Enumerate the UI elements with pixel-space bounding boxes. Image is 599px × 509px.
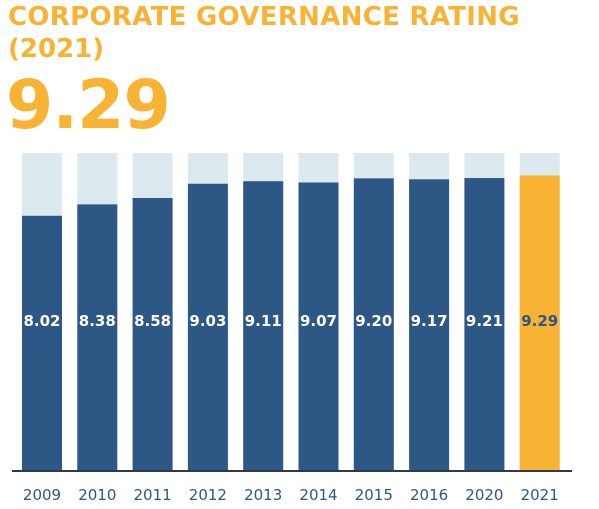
data-label-2016: 9.17 bbox=[411, 312, 448, 330]
chart-title: CORPORATE GOVERNANCE RATING bbox=[8, 2, 520, 32]
x-tick-label-2020: 2020 bbox=[465, 486, 503, 504]
data-label-2014: 9.07 bbox=[300, 312, 337, 330]
x-tick-label-2014: 2014 bbox=[299, 486, 337, 504]
data-label-2013: 9.11 bbox=[245, 312, 282, 330]
data-label-2020: 9.21 bbox=[466, 312, 503, 330]
bar-2016 bbox=[409, 179, 450, 470]
x-tick-label-2012: 2012 bbox=[189, 486, 227, 504]
headline-rating-value: 9.29 bbox=[6, 66, 171, 145]
bar-2011 bbox=[132, 198, 173, 470]
data-label-2010: 8.38 bbox=[79, 312, 116, 330]
bar-2020 bbox=[464, 178, 505, 470]
data-label-2009: 8.02 bbox=[23, 312, 60, 330]
bar-2010 bbox=[77, 204, 118, 470]
data-label-2011: 8.58 bbox=[134, 312, 171, 330]
x-tick-label-2016: 2016 bbox=[410, 486, 448, 504]
bar-2009 bbox=[22, 215, 62, 470]
x-tick-label-2013: 2013 bbox=[244, 486, 282, 504]
chart-subtitle-year: (2021) bbox=[8, 34, 105, 64]
data-label-2021: 9.29 bbox=[521, 312, 558, 330]
x-tick-label-2011: 2011 bbox=[134, 486, 172, 504]
data-label-2012: 9.03 bbox=[189, 312, 226, 330]
x-tick-label-2009: 2009 bbox=[23, 486, 61, 504]
bar-2014 bbox=[298, 182, 339, 470]
x-tick-label-2021: 2021 bbox=[521, 486, 559, 504]
x-tick-label-2015: 2015 bbox=[355, 486, 393, 504]
bar-2021 bbox=[519, 175, 560, 470]
bar-2012 bbox=[187, 183, 228, 470]
x-tick-label-2010: 2010 bbox=[78, 486, 116, 504]
bar-2015 bbox=[353, 178, 394, 471]
bar-2013 bbox=[243, 181, 284, 470]
data-label-2015: 9.20 bbox=[355, 312, 392, 330]
